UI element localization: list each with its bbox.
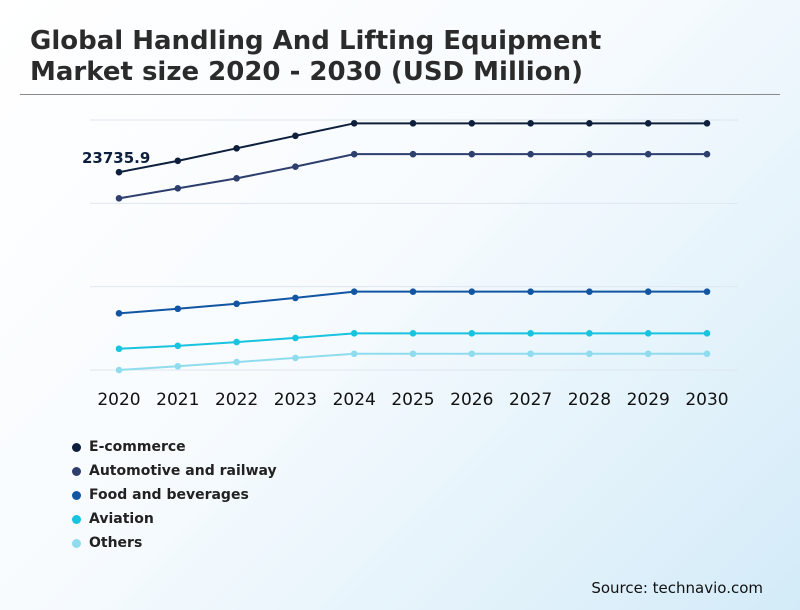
legend-marker <box>72 538 81 548</box>
legend-marker <box>72 442 81 452</box>
x-tick-label: 2021 <box>156 390 199 410</box>
legend-item: E-commerce <box>72 435 277 459</box>
data-point <box>409 150 417 158</box>
data-point <box>527 288 534 295</box>
data-point <box>409 288 417 295</box>
chart-title-line-1: Global Handling And Lifting Equipment <box>30 26 602 56</box>
legend-marker <box>72 466 81 476</box>
data-point <box>644 330 652 337</box>
data-point <box>233 338 240 346</box>
data-point <box>174 342 182 350</box>
title-divider <box>20 94 780 95</box>
x-tick-label: 2026 <box>450 390 493 410</box>
data-point <box>292 132 299 140</box>
series-line <box>118 122 707 174</box>
data-point <box>115 195 123 202</box>
legend-marker <box>72 514 81 524</box>
data-point <box>233 358 240 366</box>
data-point <box>409 120 417 127</box>
data-point <box>350 150 358 158</box>
data-point <box>586 288 593 295</box>
data-point <box>115 345 123 353</box>
legend-label: Automotive and railway <box>89 463 277 479</box>
data-point <box>468 150 476 158</box>
series-line <box>118 153 707 200</box>
x-tick-label: 2022 <box>215 390 258 410</box>
x-tick-label: 2030 <box>685 390 728 410</box>
data-label: 23735.9 <box>82 149 150 167</box>
data-point <box>350 288 358 295</box>
data-point <box>703 150 711 158</box>
data-point <box>350 120 358 127</box>
data-point <box>586 150 593 158</box>
data-point <box>586 350 593 358</box>
data-point <box>233 145 240 152</box>
legend-label: Others <box>89 535 143 551</box>
x-tick-label: 2020 <box>97 390 140 410</box>
data-point <box>174 305 182 313</box>
legend-item: Others <box>72 531 277 555</box>
data-point <box>350 330 358 337</box>
x-axis-tick-labels: 2020 2021 2022 2023 2024 2025 2026 2027 2028 2029… <box>97 390 728 410</box>
data-point <box>409 330 417 337</box>
data-point <box>292 334 299 342</box>
chart-title-line-2: Market size 2020 - 2030 (USD Million) <box>30 57 583 87</box>
data-point <box>233 175 240 182</box>
x-tick-label: 2023 <box>274 390 317 410</box>
legend-marker <box>72 490 81 500</box>
data-point <box>703 120 711 127</box>
legend-label: Food and beverages <box>89 487 249 503</box>
source-credit: Source: technavio.com <box>591 579 763 597</box>
data-point <box>115 168 123 176</box>
data-point <box>409 350 417 358</box>
legend-item: Automotive and railway <box>72 459 277 483</box>
chart-data-points <box>115 120 711 374</box>
chart-legend: E-commerce Automotive and railway Food and… <box>72 435 277 555</box>
data-point <box>703 288 711 295</box>
data-point <box>174 185 182 192</box>
data-point <box>703 350 711 358</box>
legend-label: Aviation <box>89 511 154 527</box>
x-tick-label: 2028 <box>568 390 611 410</box>
x-tick-label: 2029 <box>627 390 670 410</box>
x-tick-label: 2025 <box>391 390 434 410</box>
legend-item: Food and beverages <box>72 483 277 507</box>
chart-title: Global Handling And Lifting Equipment Ma… <box>30 26 770 88</box>
x-tick-label: 2024 <box>333 390 376 410</box>
chart-gridlines <box>90 119 738 371</box>
x-tick-label: 2027 <box>509 390 552 410</box>
data-point <box>644 350 652 358</box>
data-point <box>292 294 299 302</box>
data-point <box>468 350 476 358</box>
data-point <box>586 120 593 127</box>
data-point <box>350 350 358 358</box>
data-point <box>527 150 534 158</box>
data-point <box>292 354 299 362</box>
data-point <box>644 288 652 295</box>
data-point <box>233 300 240 308</box>
data-point <box>527 120 534 127</box>
data-point <box>586 330 593 337</box>
data-point <box>703 330 711 337</box>
data-point <box>644 150 652 158</box>
data-point <box>292 163 299 170</box>
data-point <box>527 350 534 358</box>
data-point <box>468 330 476 337</box>
data-point <box>174 362 182 370</box>
legend-label: E-commerce <box>89 439 186 455</box>
data-point <box>115 310 123 317</box>
legend-item: Aviation <box>72 507 277 531</box>
data-point <box>527 330 534 337</box>
data-point <box>468 288 476 295</box>
data-point <box>644 120 652 127</box>
data-point <box>115 366 123 374</box>
data-point <box>468 120 476 127</box>
data-point <box>174 157 182 165</box>
